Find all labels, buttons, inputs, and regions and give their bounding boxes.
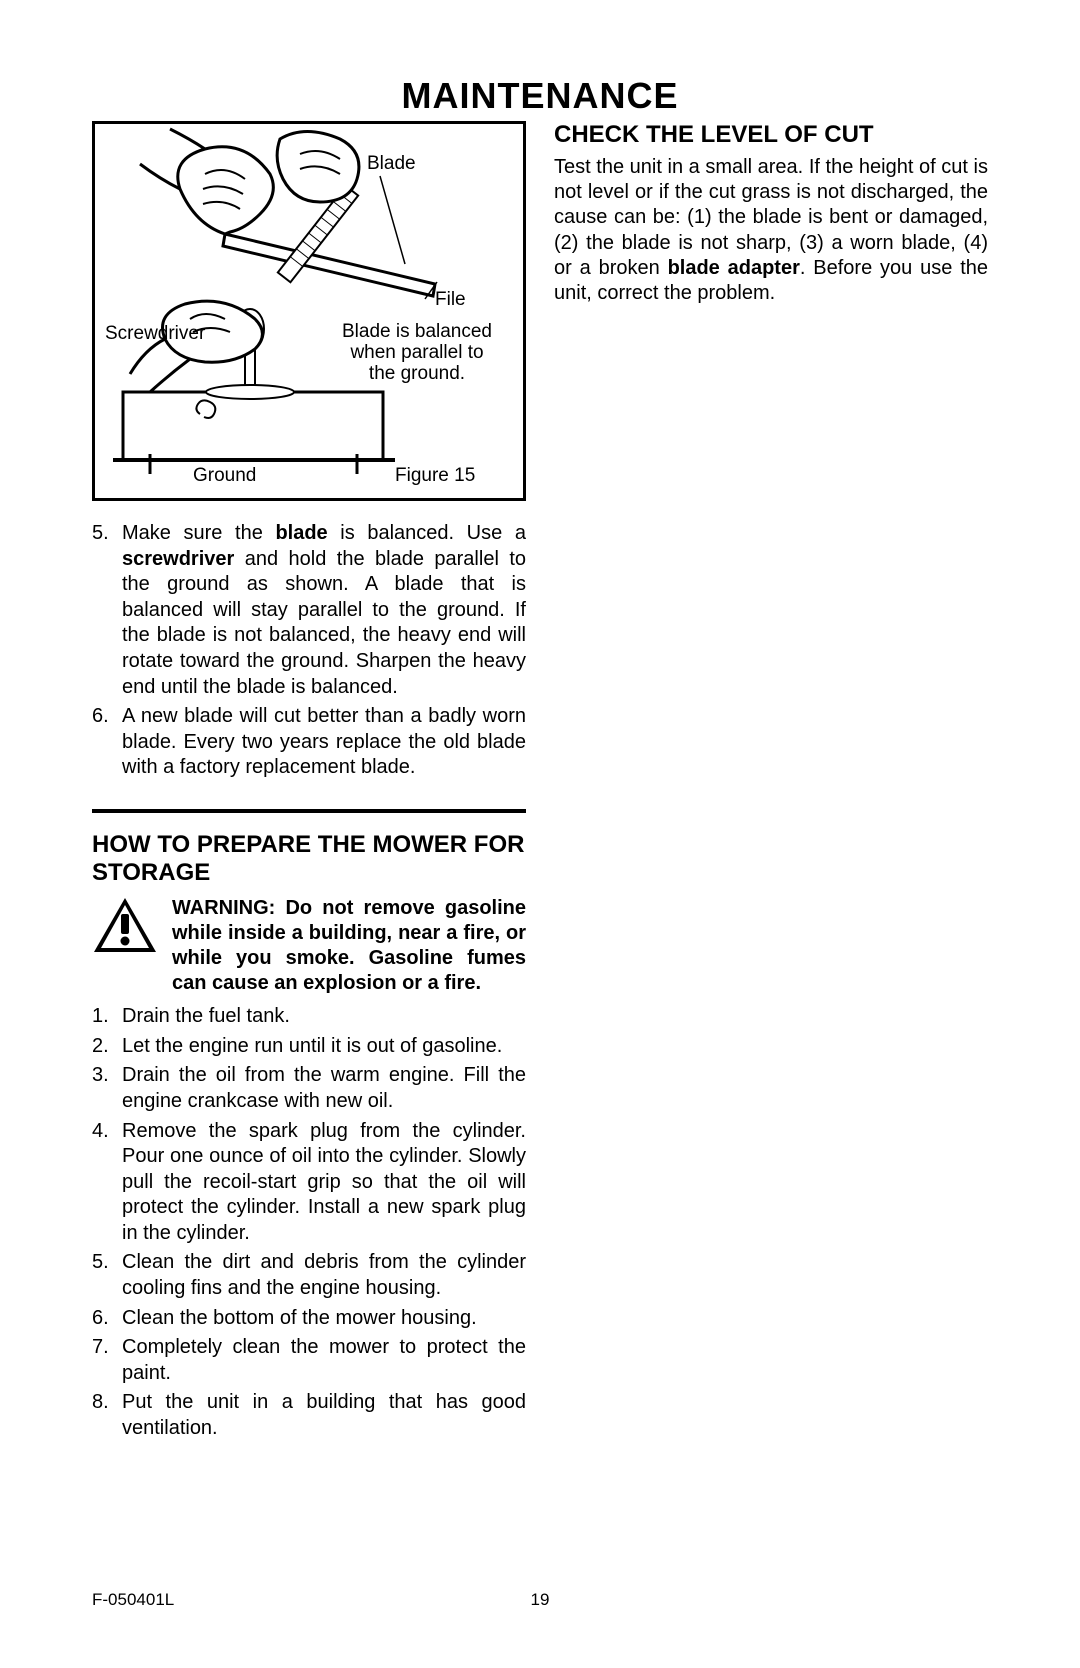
check-level-heading: CHECK THE LEVEL OF CUT [554,121,988,149]
list-item: 2.Let the engine run until it is out of … [92,1034,526,1060]
figure-15-illustration [95,124,525,498]
storage-steps-list: 1.Drain the fuel tank. 2.Let the engine r… [92,1004,526,1442]
fig-balanced-line3: the ground. [369,363,465,384]
warning-text: WARNING: Do not remove gasoline while in… [172,896,526,996]
fig-caption: Figure 15 [395,466,475,487]
right-column: CHECK THE LEVEL OF CUT Test the unit in … [554,121,988,1446]
fig-balanced-line1: Blade is balanced [342,321,492,342]
left-column: Blade File Screwdriver Blade is balanced… [92,121,526,1446]
fig-label-screwdriver: Screwdriver [105,324,205,345]
footer-doc-id: F-050401L [92,1590,174,1610]
fig-label-ground: Ground [193,466,256,487]
figure-15-box: Blade File Screwdriver Blade is balanced… [92,121,526,501]
list-item: 5.Make sure the blade is balanced. Use a… [92,521,526,700]
list-item: 7.Completely clean the mower to protect … [92,1335,526,1386]
list-item: 3.Drain the oil from the warm engine. Fi… [92,1063,526,1114]
list-item: 6.A new blade will cut better than a bad… [92,704,526,781]
blade-instructions-list: 5.Make sure the blade is balanced. Use a… [92,521,526,781]
fig-label-blade: Blade [367,154,416,175]
list-item: 6.Clean the bottom of the mower housing. [92,1306,526,1332]
list-item: 1.Drain the fuel tank. [92,1004,526,1030]
list-item: 5.Clean the dirt and debris from the cyl… [92,1250,526,1301]
fig-label-file: File [435,290,466,311]
fig-balanced-line2: when parallel to [350,342,483,363]
list-item: 4.Remove the spark plug from the cylinde… [92,1119,526,1247]
warning-icon [92,896,158,959]
fig-label-balanced: Blade is balanced when parallel to the g… [327,322,507,385]
section-divider [92,809,526,813]
list-item: 8.Put the unit in a building that has go… [92,1390,526,1441]
page-title: MAINTENANCE [92,75,988,117]
page-footer: F-050401L 19 [92,1590,988,1610]
two-column-layout: Blade File Screwdriver Blade is balanced… [92,121,988,1446]
warning-block: WARNING: Do not remove gasoline while in… [92,896,526,996]
footer-page-number: 19 [531,1590,550,1610]
check-level-body: Test the unit in a small area. If the he… [554,155,988,306]
storage-heading: HOW TO PREPARE THE MOWER FOR STORAGE [92,831,526,886]
